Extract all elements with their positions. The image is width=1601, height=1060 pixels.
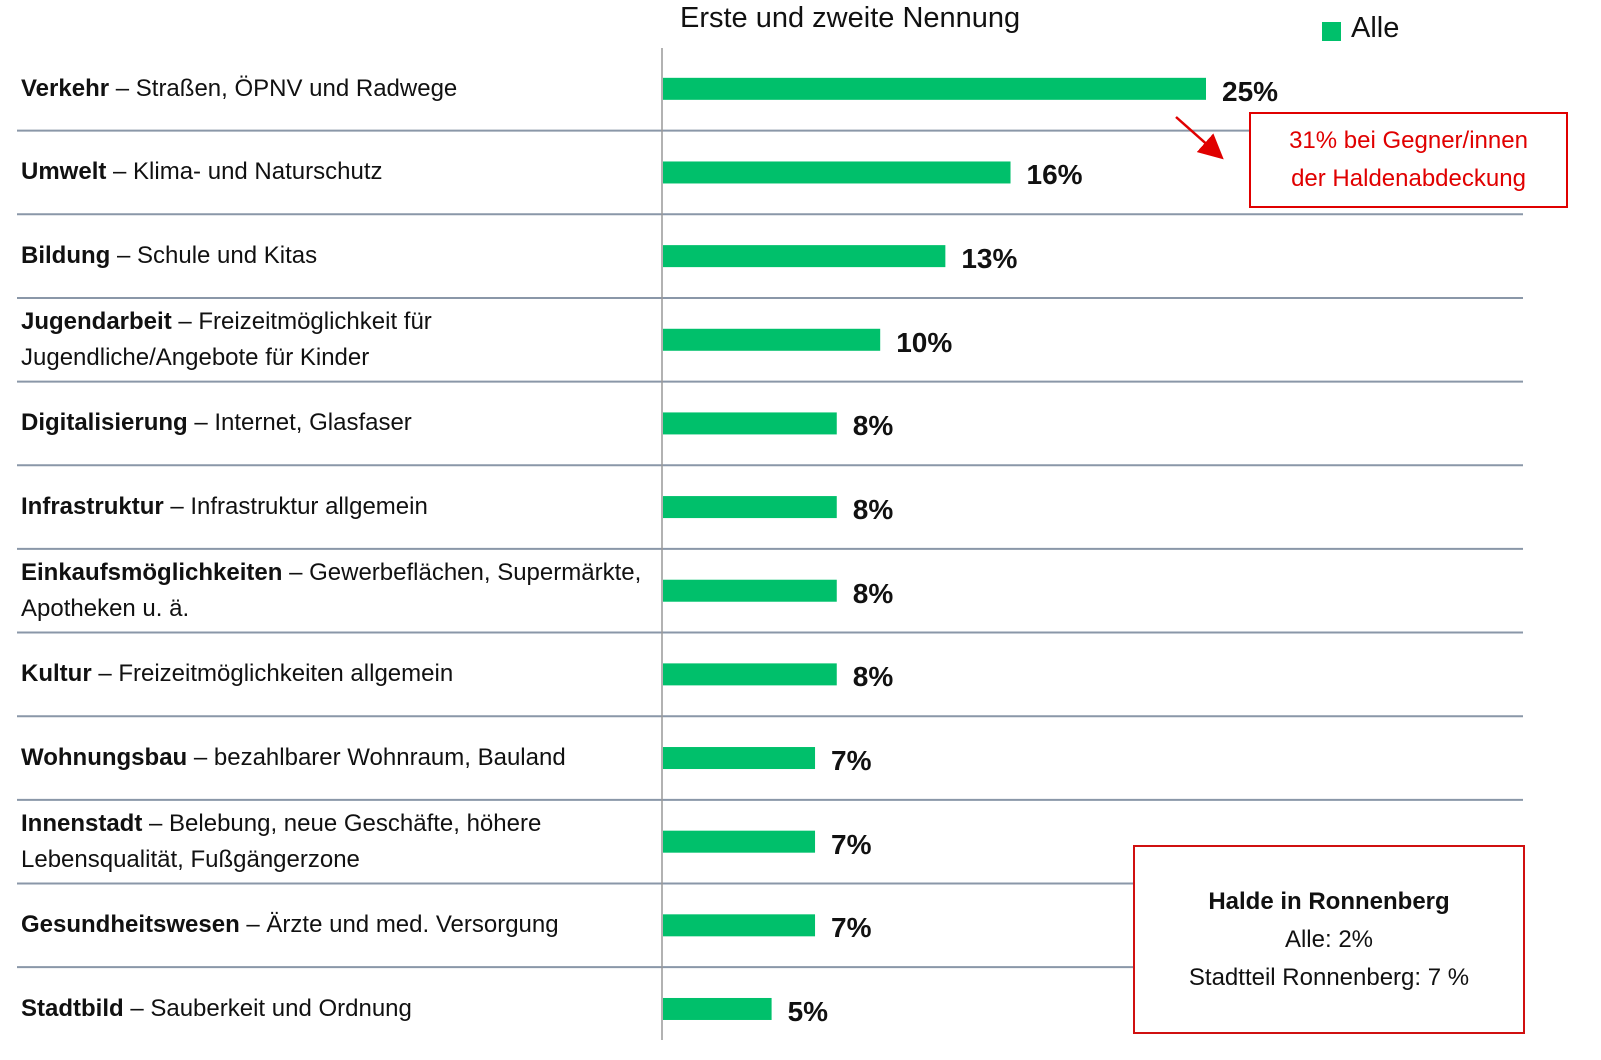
value-label: 25% [1222,75,1279,107]
bar [663,747,816,770]
category-name: Wohnungsbau [21,744,188,772]
category-name: Kultur [21,660,92,688]
category-detail: – Internet, Glasfaser [194,409,412,437]
annotation-line: 31% bei Gegner/innen [1289,127,1528,154]
bar [663,77,1206,100]
bar [663,997,772,1020]
category-detail: – Gewerbeflächen, Supermärkte, Apotheken… [21,558,642,622]
category-detail: – Schule und Kitas [116,242,318,270]
category-name: Umwelt [21,158,107,186]
category-detail: – Ärzte und med. Versorgung [246,911,559,939]
category-label: Gesundheitswesen – Ärzte und med. Versor… [21,907,646,943]
category-detail: – Infrastruktur allgemein [170,493,428,521]
info-line: Stadtteil Ronnenberg: 7 % [1188,963,1470,991]
category-name: Einkaufsmöglichkeiten [21,558,283,586]
category-label: Digitalisierung – Internet, Glasfaser [21,405,646,441]
info-line: Alle: 2% [1284,925,1374,953]
category-name: Gesundheitswesen [21,911,240,939]
info-box: Halde in Ronnenberg Alle: 2% Stadtteil R… [1133,845,1525,1034]
legend-swatch [1322,22,1341,41]
category-detail: – bezahlbarer Wohnraum, Bauland [193,744,566,772]
category-label: Einkaufsmöglichkeiten – Gewerbeflächen, … [21,555,646,627]
category-name: Jugendarbeit [21,307,172,335]
category-name: Innenstadt [21,809,143,837]
bar [663,412,837,435]
value-label: 8% [852,494,894,526]
value-label: 13% [961,243,1018,275]
value-label: 7% [831,828,872,860]
legend-label: Alle [1351,12,1400,44]
value-label: 7% [831,745,872,777]
value-label: 16% [1026,159,1083,191]
category-label: Verkehr – Straßen, ÖPNV und Radwege [21,71,646,107]
info-title: Halde in Ronnenberg [1208,887,1450,915]
category-detail: – Freizeitmöglichkeit für Jugendliche/An… [21,307,432,371]
category-name: Digitalisierung [21,409,188,437]
bar [663,496,837,519]
category-detail: – Straßen, ÖPNV und Radwege [115,74,458,102]
category-name: Infrastruktur [21,493,164,521]
value-label: 8% [852,661,894,693]
value-label: 5% [787,995,829,1027]
category-label: Bildung – Schule und Kitas [21,238,646,274]
category-name: Stadtbild [21,994,124,1022]
bar [663,663,837,686]
category-label: Infrastruktur – Infrastruktur allgemein [21,489,646,525]
chart-title: Erste und zweite Nennung [680,2,1021,34]
bar [663,914,816,937]
bar [663,579,837,602]
value-label: 10% [896,326,953,358]
category-name: Verkehr [21,74,110,102]
value-label: 8% [852,410,894,442]
value-label: 7% [831,912,872,944]
category-name: Bildung [21,242,111,270]
value-label: 8% [852,577,894,609]
bar [663,161,1011,184]
bar [663,328,881,351]
category-label: Innenstadt – Belebung, neue Geschäfte, h… [21,806,646,878]
category-label: Wohnungsbau – bezahlbarer Wohnraum, Baul… [21,740,646,776]
category-detail: – Sauberkeit und Ordnung [130,994,412,1022]
category-label: Stadtbild – Sauberkeit und Ordnung [21,991,646,1027]
bar [663,830,816,853]
category-detail: – Freizeitmöglichkeiten allgemein [98,660,454,688]
annotation-line: der Haldenabdeckung [1291,165,1526,192]
bar [663,245,946,268]
category-label: Kultur – Freizeitmöglichkeiten allgemein [21,656,646,692]
annotation-arrow [1175,116,1224,160]
category-detail: – Belebung, neue Geschäfte, höhere Leben… [21,809,542,873]
category-detail: – Klima- und Naturschutz [113,158,383,186]
category-label: Jugendarbeit – Freizeitmöglichkeit für J… [21,304,646,376]
category-label: Umwelt – Klima- und Naturschutz [21,154,646,190]
annotation: 31% bei Gegner/innen der Haldenabdeckung [1249,112,1568,208]
